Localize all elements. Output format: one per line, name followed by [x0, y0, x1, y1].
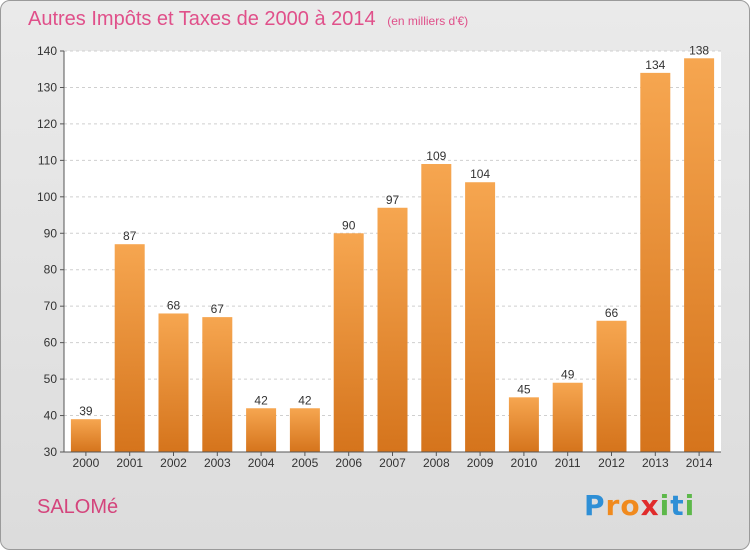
x-tick-label: 2000 [73, 456, 100, 470]
x-tick-label: 2013 [642, 456, 669, 470]
y-tick-label: 70 [44, 299, 58, 313]
logo-letter: i [684, 489, 696, 522]
bar-2013 [640, 72, 671, 452]
y-tick-label: 140 [37, 44, 57, 58]
bar-2011 [552, 382, 583, 452]
x-tick-label: 2001 [116, 456, 143, 470]
bar-2007 [377, 207, 408, 452]
proxiti-logo: Proxiti [584, 489, 695, 522]
bar-2010 [508, 397, 539, 452]
bar-2004 [246, 408, 277, 452]
x-tick-label: 2010 [511, 456, 538, 470]
data-label: 66 [605, 306, 619, 320]
data-label: 138 [689, 43, 709, 57]
data-label: 45 [517, 382, 531, 396]
x-tick-label: 2004 [248, 456, 275, 470]
logo-letter: o [620, 489, 641, 522]
data-label: 109 [426, 149, 446, 163]
data-label: 67 [211, 302, 225, 316]
y-tick-label: 130 [37, 80, 57, 94]
data-label: 104 [470, 167, 490, 181]
x-tick-label: 2003 [204, 456, 231, 470]
x-tick-label: 2006 [335, 456, 362, 470]
x-tick-label: 2012 [598, 456, 625, 470]
data-label: 87 [123, 229, 137, 243]
bar-2005 [289, 408, 320, 452]
data-label: 90 [342, 218, 356, 232]
y-tick-label: 30 [44, 445, 58, 459]
place-name: SALOMé [37, 496, 119, 518]
bar-2009 [465, 182, 496, 452]
data-label: 49 [561, 368, 575, 382]
logo-letter: r [605, 489, 621, 522]
y-tick-label: 110 [38, 153, 57, 167]
bar-2008 [421, 164, 452, 452]
y-tick-label: 50 [44, 372, 58, 386]
bar-2002 [158, 313, 189, 452]
logo-letter: t [670, 489, 685, 522]
bar-2000 [70, 419, 101, 452]
y-tick-label: 60 [44, 336, 58, 350]
x-tick-label: 2014 [686, 456, 713, 470]
x-tick-label: 2008 [423, 456, 450, 470]
data-label: 68 [167, 298, 181, 312]
data-label: 39 [79, 404, 93, 418]
bar-2014 [684, 58, 715, 453]
x-tick-label: 2009 [467, 456, 494, 470]
bar-2001 [114, 244, 145, 452]
bar-2006 [333, 233, 364, 452]
bar-2012 [596, 320, 627, 452]
chart-unit: (en milliers d'€) [387, 14, 469, 28]
logo-letter: P [584, 489, 606, 522]
chart-title-text: Autres Impôts et Taxes de 2000 à 2014 [28, 8, 376, 30]
y-tick-label: 80 [44, 263, 58, 277]
x-tick-label: 2002 [160, 456, 187, 470]
data-label: 134 [645, 58, 665, 72]
x-tick-label: 2011 [555, 456, 581, 470]
x-tick-label: 2005 [292, 456, 319, 470]
logo-letter: x [640, 489, 660, 522]
y-tick-label: 40 [44, 409, 58, 423]
bar-2003 [202, 317, 233, 452]
logo-letter: i [659, 489, 671, 522]
y-tick-label: 100 [37, 190, 57, 204]
data-label: 42 [254, 393, 268, 407]
data-label: 97 [386, 193, 400, 207]
data-label: 42 [298, 393, 312, 407]
y-tick-label: 120 [37, 117, 57, 131]
chart-title: Autres Impôts et Taxes de 2000 à 2014 (e… [28, 8, 468, 31]
y-tick-label: 90 [44, 226, 58, 240]
x-tick-label: 2007 [379, 456, 406, 470]
